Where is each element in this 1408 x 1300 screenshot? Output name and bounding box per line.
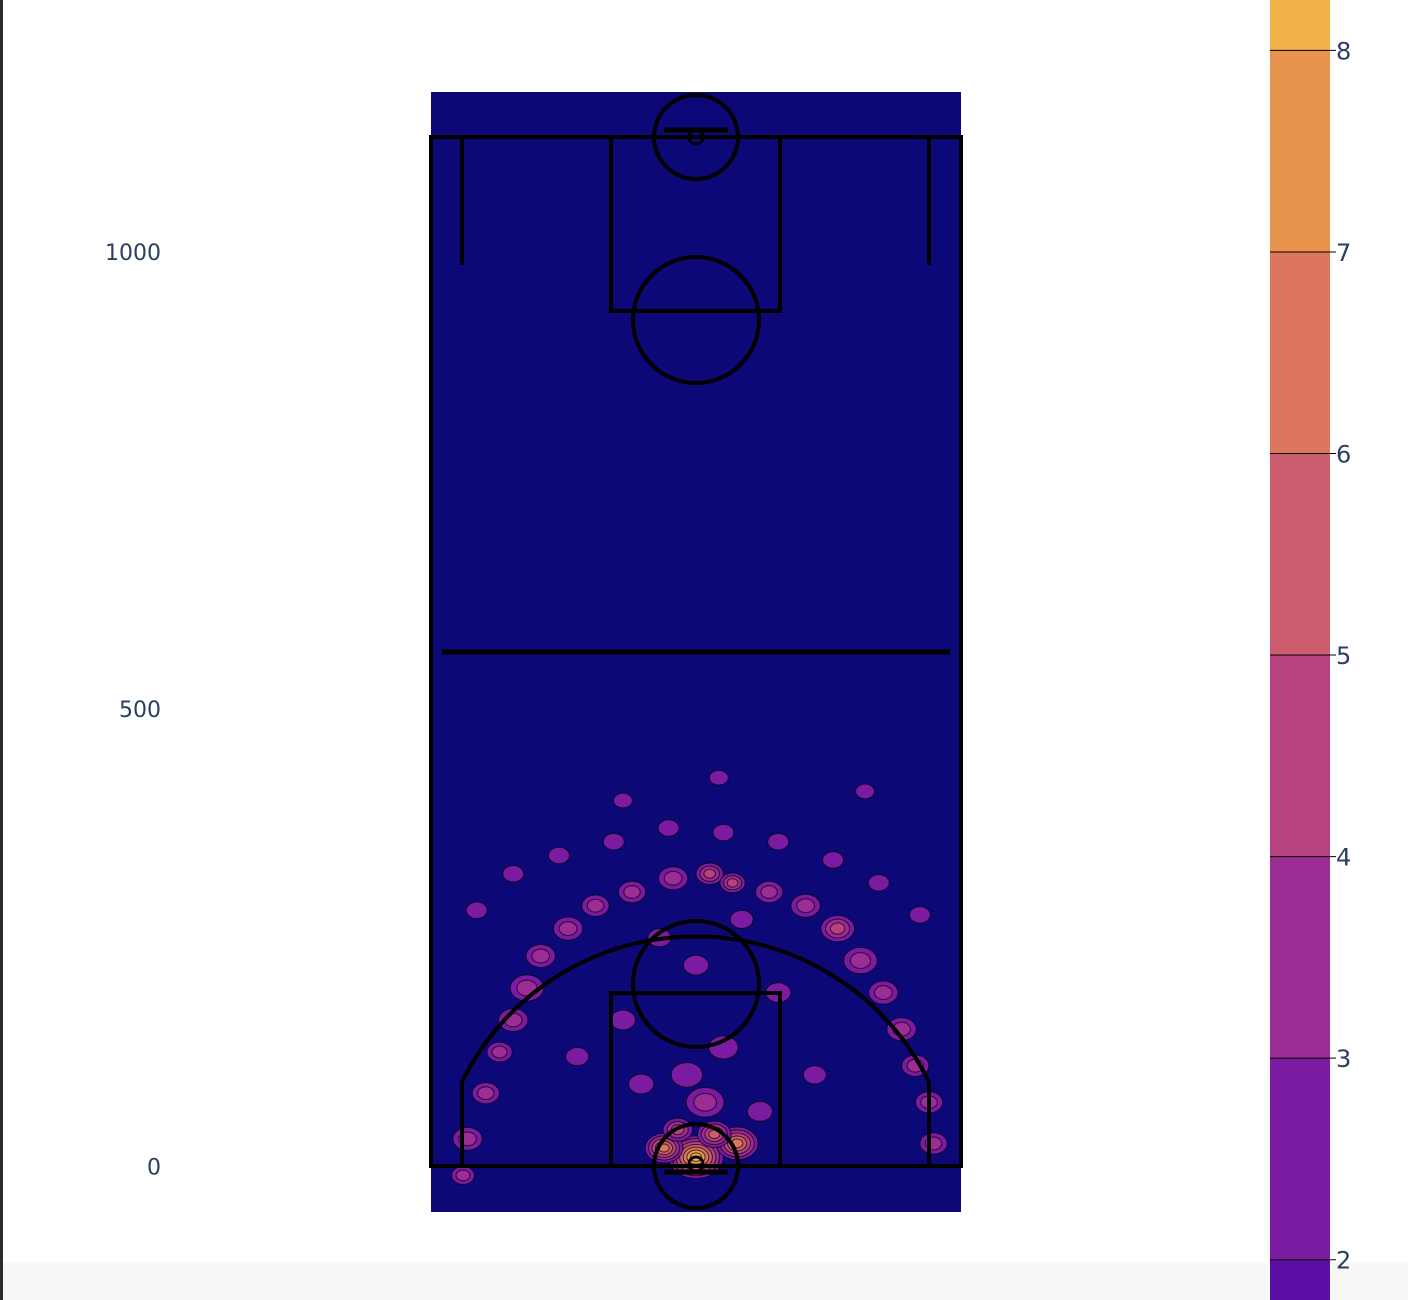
density-contour-13-0 <box>802 1065 827 1085</box>
density-contour-48-0 <box>908 906 931 924</box>
bottom-hoop <box>687 1155 705 1173</box>
density-contour-6-0 <box>670 1062 704 1088</box>
top-free-throw-circle <box>631 255 761 385</box>
density-contour-40-0 <box>502 864 525 883</box>
colorbar-band-5 <box>1270 251 1330 454</box>
y-tick-label-0: 0 <box>147 1155 161 1180</box>
density-contour-26-1 <box>623 885 641 899</box>
colorbar-band-7 <box>1270 0 1330 51</box>
density-contour-46-0 <box>822 851 845 869</box>
density-contour-8-0 <box>628 1073 655 1095</box>
bottom-three-point-arc <box>460 934 931 1083</box>
density-contour-28-2 <box>703 868 717 879</box>
density-contour-24-1 <box>558 921 578 936</box>
colorbar-tick-label-5: 5 <box>1336 642 1351 670</box>
density-contour-32-2 <box>829 922 846 935</box>
density-contour-27-1 <box>663 870 683 886</box>
top-paint <box>609 135 782 313</box>
density-contour-21-1 <box>477 1086 495 1101</box>
bottom-restricted-circle <box>652 1122 740 1210</box>
density-contour-10-0 <box>609 1009 637 1031</box>
density-contour-47-0 <box>867 874 890 892</box>
density-contour-49-0 <box>855 783 876 800</box>
colorbar-tick-label-7: 7 <box>1336 239 1351 267</box>
top-hoop <box>687 128 705 146</box>
court-lines <box>429 93 963 1210</box>
density-contour-14-0 <box>682 954 710 976</box>
density-contour-9-0 <box>746 1101 774 1122</box>
density-contour-31-1 <box>796 898 815 914</box>
colorbar-tick-label-2: 2 <box>1336 1247 1351 1275</box>
bottom-paint <box>609 991 782 1168</box>
density-contour-51-0 <box>612 792 633 809</box>
colorbar-band-2 <box>1270 856 1330 1059</box>
top-restricted-circle <box>652 93 740 181</box>
density-contour-44-0 <box>712 823 735 842</box>
density-contour-50-0 <box>708 769 729 786</box>
density-contour-45-0 <box>767 832 790 851</box>
density-contour-33-1 <box>849 952 872 969</box>
density-contour-41-0 <box>547 846 570 865</box>
y-tick-label-500: 500 <box>119 698 161 723</box>
colorbar-band-6 <box>1270 50 1330 252</box>
density-contour-25-1 <box>586 898 605 913</box>
bottom-free-throw-circle <box>631 919 761 1049</box>
density-contour-30-1 <box>760 885 778 899</box>
colorbar-tick-label-8: 8 <box>1336 37 1351 65</box>
y-axis: 0 500 1000 <box>105 241 161 1180</box>
colorbar-tick-label-3: 3 <box>1336 1045 1351 1073</box>
window-left-edge <box>0 0 3 1300</box>
density-contour-16-0 <box>729 909 754 929</box>
colorbar-band-3 <box>1270 655 1330 857</box>
colorbar-tick-label-4: 4 <box>1336 844 1351 872</box>
y-tick-label-1000: 1000 <box>105 241 161 266</box>
colorbar-band-1 <box>1270 1058 1330 1260</box>
density-contour-34-1 <box>874 985 893 1000</box>
colorbar-band-4 <box>1270 453 1330 656</box>
density-contour-39-0 <box>465 901 488 920</box>
colorbar-tick-label-6: 6 <box>1336 440 1351 468</box>
window-bottom-band <box>3 1262 1408 1300</box>
density-contour-23-1 <box>455 1169 471 1182</box>
density-contour-43-0 <box>657 819 680 837</box>
colorbar: 2 3 4 5 6 7 8 <box>1270 0 1351 1300</box>
density-contour-5-1 <box>693 1092 717 1112</box>
colorbar-band-0 <box>1270 1259 1330 1300</box>
density-contour-17-1 <box>531 948 550 964</box>
density-contour-20-1 <box>491 1045 508 1059</box>
density-contour-12-0 <box>565 1047 590 1067</box>
density-contour-29-2 <box>726 878 739 888</box>
density-contour-42-0 <box>602 832 625 851</box>
